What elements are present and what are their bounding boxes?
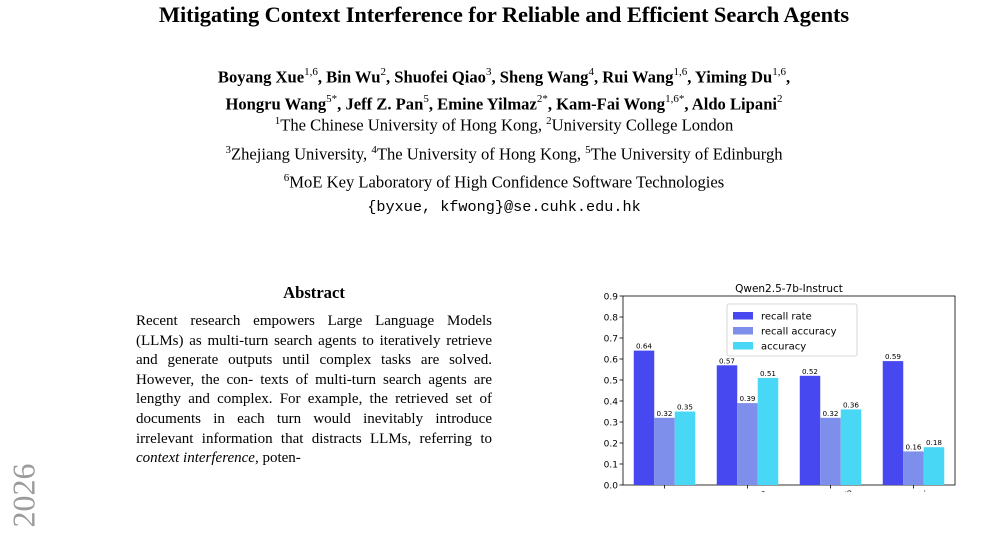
affiliation-name: University College London xyxy=(552,116,734,135)
bar xyxy=(654,418,675,485)
data-label: 0.39 xyxy=(739,394,755,403)
y-tick-label: 0.3 xyxy=(604,418,618,428)
y-tick-label: 0.8 xyxy=(604,313,619,323)
data-label: 0.36 xyxy=(843,400,859,409)
bar xyxy=(758,378,779,485)
bar xyxy=(883,361,904,485)
bar xyxy=(841,409,862,485)
arxiv-watermark: 2026 xyxy=(2,455,36,534)
author-name: Sheng Wang xyxy=(500,68,589,87)
legend-label: recall rate xyxy=(761,312,812,323)
author-email[interactable]: {byxue, kfwong}@se.cuhk.edu.hk xyxy=(0,195,1008,219)
legend-swatch xyxy=(733,312,753,320)
affiliation-line-2: 3Zhejiang University, 4The University of… xyxy=(0,138,1008,167)
affiliation-name: The Chinese University of Hong Kong, xyxy=(280,116,546,135)
author-name: Yiming Du xyxy=(695,68,772,87)
legend-label: accuracy xyxy=(761,342,806,353)
author-name: Rui Wang xyxy=(602,68,673,87)
abstract-part-3: , poten- xyxy=(255,450,301,466)
affiliation-list: 1The Chinese University of Hong Kong, 2U… xyxy=(0,109,1008,219)
bar-chart: Qwen2.5-7b-Instruct 0.0 0.1 0.2 0.3 0.4 0.5 0.6… xyxy=(585,282,965,492)
bar xyxy=(800,376,821,485)
abstract-emphasis: context interference xyxy=(136,450,255,466)
author-affiliation-mark: 4 xyxy=(588,66,594,78)
affiliation-line-3: 6MoE Key Laboratory of High Confidence S… xyxy=(0,166,1008,195)
author-name: Boyang Xue xyxy=(218,68,304,87)
bar xyxy=(634,351,655,485)
data-label: 0.52 xyxy=(802,367,818,376)
legend-swatch xyxy=(733,327,753,335)
x-tick-label: triviaqa xyxy=(732,489,768,492)
author-affiliation-mark: 3 xyxy=(486,66,492,78)
bar xyxy=(717,365,738,485)
data-label: 0.32 xyxy=(656,409,672,418)
author-affiliation-mark: 1,6 xyxy=(304,66,318,78)
y-tick-label: 0.9 xyxy=(604,292,619,302)
author-affiliation-mark: 2* xyxy=(537,93,548,105)
author-affiliation-mark: 1,6 xyxy=(772,66,786,78)
x-tick-label: hotpotqa xyxy=(812,488,854,492)
data-label: 0.32 xyxy=(822,409,838,418)
bar xyxy=(903,451,924,485)
bar-chart-svg: Qwen2.5-7b-Instruct 0.0 0.1 0.2 0.3 0.4 0.5 0.6… xyxy=(585,282,965,492)
affiliation-name: The University of Edinburgh xyxy=(591,144,783,163)
author-affiliation-mark: 5* xyxy=(326,93,337,105)
author-affiliation-mark: 2 xyxy=(380,66,386,78)
y-tick-label: 0.1 xyxy=(604,460,618,470)
legend-label: recall accuracy xyxy=(761,327,837,338)
author-list: Boyang Xue1,6, Bin Wu2, Shuofei Qiao3, S… xyxy=(0,62,1008,115)
paper-title: Mitigating Context Interference for Reli… xyxy=(0,2,1008,28)
bar xyxy=(924,447,945,485)
data-label: 0.64 xyxy=(636,342,652,351)
y-tick-label: 0.0 xyxy=(604,481,619,491)
author-name: Bin Wu xyxy=(326,68,380,87)
affiliation-line-1: 1The Chinese University of Hong Kong, 2U… xyxy=(0,109,1008,138)
affiliation-name: The University of Hong Kong, xyxy=(377,144,585,163)
chart-title: Qwen2.5-7b-Instruct xyxy=(735,283,843,295)
legend-swatch xyxy=(733,342,753,350)
author-affiliation-mark: 2 xyxy=(777,93,783,105)
y-tick-label: 0.7 xyxy=(604,334,618,344)
author-affiliation-mark: 5 xyxy=(423,93,429,105)
y-tick-label: 0.6 xyxy=(604,355,619,365)
bar xyxy=(820,418,841,485)
data-label: 0.16 xyxy=(905,442,921,451)
data-label: 0.35 xyxy=(677,403,693,412)
data-label: 0.51 xyxy=(760,369,776,378)
author-affiliation-mark: 1,6 xyxy=(673,66,687,78)
y-tick-label: 0.4 xyxy=(604,397,619,407)
abstract-heading: Abstract xyxy=(136,283,492,303)
bar xyxy=(737,403,758,485)
data-label: 0.59 xyxy=(885,352,901,361)
watermark-year: 2026 xyxy=(6,456,43,536)
author-line-1: Boyang Xue1,6, Bin Wu2, Shuofei Qiao3, S… xyxy=(0,62,1008,89)
affiliation-name: MoE Key Laboratory of High Confidence So… xyxy=(289,173,724,192)
data-label: 0.18 xyxy=(926,438,942,447)
y-tick-label: 0.5 xyxy=(604,376,618,386)
author-name: Shuofei Qiao xyxy=(394,68,486,87)
affiliation-name: Zhejiang University, xyxy=(231,144,371,163)
y-tick-label: 0.2 xyxy=(604,439,618,449)
x-tick-label: 2wiki xyxy=(903,490,928,492)
bar xyxy=(675,412,696,486)
data-label: 0.57 xyxy=(719,356,735,365)
abstract-text: Recent research empowers Large Language … xyxy=(136,312,492,469)
author-affiliation-mark: 1,6* xyxy=(665,93,684,105)
